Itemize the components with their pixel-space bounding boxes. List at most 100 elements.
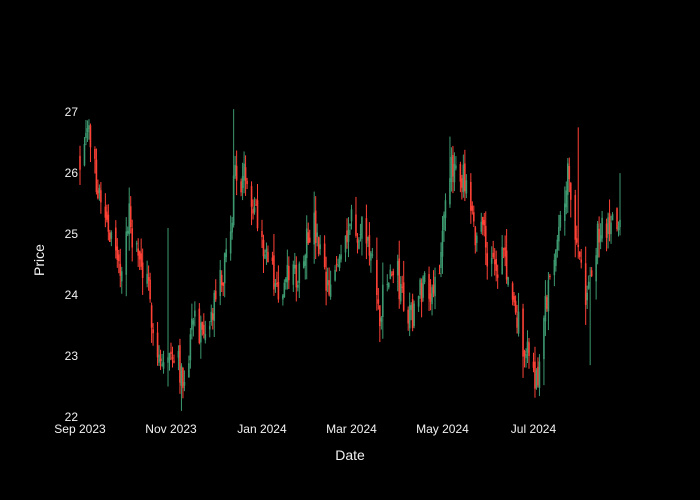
candle-body [486, 253, 489, 267]
candle [316, 223, 318, 247]
candle-body [601, 217, 603, 239]
candle [516, 304, 518, 334]
candle [204, 320, 207, 344]
candle-body [371, 254, 374, 256]
candle-body [568, 166, 571, 180]
candle-body [525, 353, 527, 359]
candle-body [587, 281, 590, 289]
candle-body [120, 271, 123, 282]
candle-body [616, 208, 618, 229]
candle-body [204, 333, 207, 341]
candle-body [410, 304, 412, 310]
candle [147, 265, 150, 291]
candle [377, 288, 380, 310]
candle [104, 193, 107, 228]
candle [302, 255, 305, 269]
candle-body [387, 283, 390, 288]
candle-body [523, 350, 526, 356]
candle-body [298, 263, 301, 283]
candle-body [79, 155, 81, 170]
x-tick-label: Nov 2023 [145, 422, 197, 436]
candle [97, 179, 99, 200]
candle-body [326, 280, 329, 286]
candle [194, 301, 196, 327]
candle-body [295, 264, 298, 288]
candle [443, 211, 445, 242]
candle [370, 250, 372, 273]
candle-body [407, 309, 409, 324]
candle [107, 204, 110, 241]
candle [328, 267, 330, 297]
candle [611, 212, 614, 221]
x-tick-label: Jul 2024 [511, 422, 557, 436]
candle [285, 276, 287, 290]
candle-body [203, 324, 205, 335]
candle-body [138, 251, 141, 260]
candle [313, 191, 315, 264]
candle [411, 293, 414, 332]
candle [264, 249, 266, 260]
candle [120, 266, 123, 294]
candle [83, 137, 86, 167]
candle [276, 271, 278, 287]
candle [486, 241, 489, 280]
candle-body [285, 278, 287, 282]
candle [532, 352, 535, 373]
candle-body [589, 275, 591, 277]
candle [580, 249, 583, 269]
candle-body [543, 317, 545, 360]
candle-body [492, 252, 495, 258]
candle [125, 217, 128, 297]
candle-body [283, 282, 286, 298]
candle-body [241, 176, 244, 189]
candle [220, 270, 223, 293]
candle [525, 348, 527, 368]
candle-body [225, 249, 227, 258]
candle [240, 178, 242, 197]
candle [419, 277, 421, 299]
candle [361, 215, 363, 256]
candle-body [461, 178, 463, 188]
candle-body [116, 246, 119, 260]
candle [371, 247, 374, 259]
candle-body [556, 239, 559, 251]
candle [235, 150, 238, 196]
candle-body [361, 217, 363, 239]
y-tick-label: 26 [65, 166, 79, 180]
candle-body [480, 221, 483, 232]
candle [528, 337, 530, 369]
candle [261, 219, 263, 248]
candle-body [231, 222, 233, 233]
candle-body [232, 175, 235, 226]
candle-body [595, 255, 597, 282]
candle-body [267, 252, 269, 263]
candle-body [177, 351, 180, 358]
candle-body [229, 231, 232, 254]
candle-body [564, 203, 566, 221]
candle [493, 248, 496, 276]
candle-body [296, 285, 299, 288]
candle [501, 235, 503, 275]
candle [428, 266, 430, 311]
candle-body [317, 237, 320, 254]
candle-body [152, 329, 154, 334]
candle [387, 282, 390, 290]
candle-body [329, 284, 332, 297]
candle-body [386, 284, 389, 286]
candle-body [141, 262, 144, 278]
candle [526, 330, 529, 364]
candle [568, 157, 571, 193]
candle-body [358, 240, 360, 249]
candle [440, 242, 442, 278]
candle [423, 271, 426, 285]
candle-body [538, 361, 541, 389]
candle-body [355, 214, 357, 236]
candle-body [555, 249, 557, 266]
candle-body [158, 354, 160, 363]
candle-body [94, 149, 96, 159]
candle [402, 260, 405, 312]
candle [129, 196, 132, 234]
candle [483, 212, 486, 237]
candle-body [434, 276, 436, 297]
candle-body [590, 270, 593, 277]
